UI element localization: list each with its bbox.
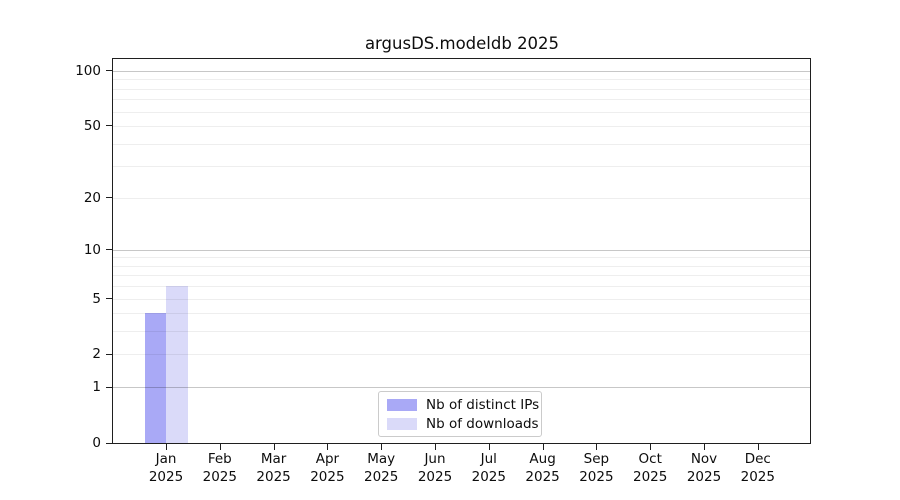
x-tick-month: Jul [480,451,497,467]
y-tick-label: 2 [92,346,101,363]
legend-item: Nb of downloads [387,417,541,431]
x-tick-mark [166,444,167,450]
y-tick-label: 1 [92,379,101,396]
x-tick-year: 2025 [148,468,184,485]
y-tick-mark [106,386,112,388]
x-tick-year: 2025 [525,468,560,485]
x-tick-label: Aug 2025 [511,451,575,486]
y-gridline-minor [113,166,810,168]
y-gridline-minor [113,298,810,300]
x-tick-month: Aug [529,451,556,467]
bar-nb-of-downloads [166,286,188,443]
x-tick-year: 2025 [579,468,614,485]
y-tick-label: 20 [83,189,101,206]
y-gridline-major [113,387,810,389]
x-tick-label: Jun 2025 [403,451,467,486]
legend-item: Nb of distinct IPs [387,398,541,412]
x-tick-year: 2025 [471,468,506,485]
y-gridline-minor [113,88,810,90]
y-gridline-minor [113,99,810,101]
y-gridline-minor [113,331,810,333]
y-gridline-minor [113,313,810,315]
x-tick-mark [757,444,759,450]
x-tick-year: 2025 [686,468,722,485]
x-tick-label: Jan 2025 [134,451,198,486]
y-tick-mark [106,70,112,72]
x-tick-label: Sep 2025 [564,451,628,486]
x-tick-label: Nov 2025 [672,451,736,486]
x-tick-mark [219,444,221,450]
x-tick-month: Sep [583,451,610,467]
x-tick-month: May [367,451,396,467]
x-tick-mark [327,444,329,450]
y-gridline-minor [113,143,810,145]
x-tick-label: Mar 2025 [242,451,306,486]
y-tick-label: 100 [75,62,101,79]
x-tick-label: Feb 2025 [188,451,252,486]
y-tick-label: 5 [92,290,101,307]
x-tick-month: Apr [315,451,340,467]
x-tick-mark [488,444,490,450]
y-gridline-major [113,249,810,251]
x-tick-mark [381,444,383,450]
x-tick-mark [704,444,705,450]
x-tick-year: 2025 [417,468,453,485]
y-gridline-minor [113,286,810,288]
x-tick-label: Jul 2025 [457,451,521,486]
x-tick-month: Oct [638,451,662,467]
y-tick-label: 10 [83,241,101,258]
x-tick-mark [542,444,544,450]
x-tick-month: Mar [260,451,287,467]
x-tick-month: Dec [744,451,771,467]
x-tick-year: 2025 [256,468,291,485]
y-tick-mark [106,249,112,251]
x-tick-mark [650,444,652,450]
y-tick-mark [106,442,112,444]
legend-swatch [387,417,417,430]
legend: Nb of distinct IPs Nb of downloads [378,391,542,437]
y-gridline-minor [113,354,810,356]
y-gridline-minor [113,275,810,277]
x-tick-month: Jun [424,451,446,467]
y-tick-mark [106,353,112,355]
x-tick-mark [273,444,275,450]
bar-nb-of-distinct-ips [144,313,166,443]
x-tick-month: Feb [207,451,232,467]
y-gridline-minor [113,257,810,259]
x-tick-year: 2025 [202,468,237,485]
x-tick-label: May 2025 [349,451,413,486]
y-gridline-major [113,70,810,72]
x-tick-label: Oct 2025 [618,451,682,486]
y-gridline-minor [113,125,810,127]
x-tick-year: 2025 [740,468,775,485]
y-tick-label: 0 [92,435,101,451]
y-gridline-minor [113,265,810,267]
y-tick-mark [106,197,112,198]
y-gridline-minor [113,111,810,113]
legend-label: Nb of distinct IPs [426,396,540,413]
y-tick-mark [106,298,112,300]
plot-area [112,58,811,444]
x-tick-month: Jan [155,451,177,467]
x-tick-year: 2025 [633,468,668,485]
x-tick-label: Dec 2025 [726,451,790,486]
y-tick-label: 50 [83,117,101,134]
y-gridline-minor [113,197,810,199]
x-tick-month: Nov [690,451,718,467]
x-tick-year: 2025 [310,468,345,485]
x-tick-label: Apr 2025 [295,451,359,486]
chart-title: argusDS.modeldb 2025 [364,34,560,53]
y-gridline-minor [113,79,810,81]
legend-swatch [387,398,417,411]
x-tick-mark [435,444,436,450]
x-tick-mark [596,444,598,450]
x-tick-year: 2025 [364,468,399,485]
y-tick-mark [106,125,112,127]
legend-label: Nb of downloads [426,415,539,432]
